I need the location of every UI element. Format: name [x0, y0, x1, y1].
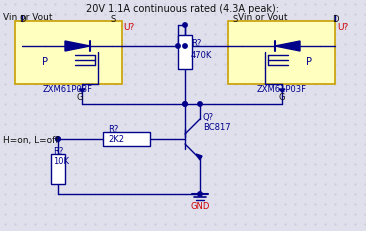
Text: Vin or Vout: Vin or Vout	[238, 12, 288, 21]
Text: 470K: 470K	[191, 50, 212, 59]
Text: S: S	[232, 15, 238, 24]
Text: S: S	[111, 15, 116, 24]
Circle shape	[183, 24, 187, 28]
Bar	[228, 22, 335, 85]
Text: 10K: 10K	[53, 156, 69, 165]
Bar	[15, 22, 122, 85]
Polygon shape	[196, 154, 202, 160]
Circle shape	[198, 102, 202, 107]
Text: 2K2: 2K2	[108, 134, 124, 143]
Text: R?: R?	[108, 125, 118, 134]
Text: P: P	[306, 57, 312, 67]
Text: ZXM61P03F: ZXM61P03F	[43, 85, 93, 94]
Bar	[51, 154, 65, 184]
Bar	[103, 132, 150, 146]
Circle shape	[56, 137, 60, 142]
Text: R?: R?	[191, 39, 201, 48]
Text: R?: R?	[53, 146, 63, 155]
Polygon shape	[65, 42, 90, 52]
Text: H=on, L=off: H=on, L=off	[3, 135, 59, 144]
Text: 20V 1.1A continuous rated (4.3A peak):: 20V 1.1A continuous rated (4.3A peak):	[86, 4, 280, 14]
Bar	[178, 36, 192, 70]
Text: P: P	[42, 57, 48, 67]
Text: D: D	[19, 15, 25, 24]
Circle shape	[183, 102, 187, 107]
Text: U?: U?	[337, 23, 348, 32]
Text: D: D	[332, 15, 338, 24]
Polygon shape	[275, 42, 300, 52]
Polygon shape	[79, 90, 85, 93]
Text: Q?: Q?	[203, 113, 214, 122]
Circle shape	[56, 137, 60, 142]
Text: Vin or Vout: Vin or Vout	[3, 12, 52, 21]
Text: G: G	[77, 92, 83, 101]
Text: G: G	[279, 92, 285, 101]
Text: GND: GND	[190, 202, 210, 211]
Text: ZXM61P03F: ZXM61P03F	[257, 85, 307, 94]
Text: BC817: BC817	[203, 123, 231, 132]
Circle shape	[176, 45, 180, 49]
Circle shape	[198, 192, 202, 196]
Circle shape	[183, 102, 187, 107]
Polygon shape	[279, 90, 285, 93]
Circle shape	[183, 45, 187, 49]
Text: U?: U?	[123, 23, 134, 32]
